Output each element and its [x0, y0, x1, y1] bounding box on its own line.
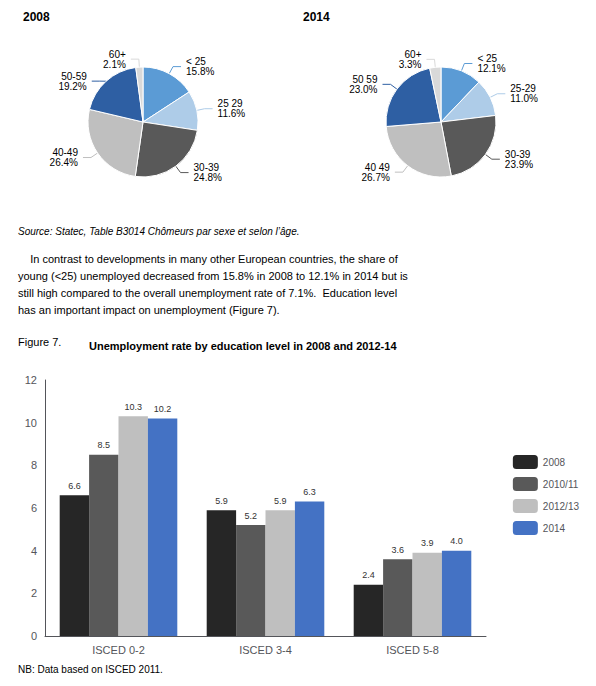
svg-text:60+: 60+ — [404, 48, 422, 60]
svg-text:40 49: 40 49 — [364, 161, 390, 173]
svg-text:5.9: 5.9 — [274, 496, 287, 506]
svg-text:50 59: 50 59 — [352, 73, 378, 85]
svg-text:12: 12 — [25, 374, 37, 386]
svg-text:24.8%: 24.8% — [194, 172, 222, 183]
svg-text:5.2: 5.2 — [245, 511, 258, 521]
svg-text:25-29: 25-29 — [510, 83, 536, 95]
svg-text:6.3: 6.3 — [303, 487, 316, 497]
svg-text:2.4: 2.4 — [362, 570, 375, 580]
svg-text:3.9: 3.9 — [421, 538, 434, 548]
svg-text:10.3: 10.3 — [124, 402, 142, 412]
svg-text:In contrast to developments in: In contrast to developments in many othe… — [18, 253, 399, 265]
svg-text:50-59: 50-59 — [61, 70, 87, 82]
svg-text:ISCED 3-4: ISCED 3-4 — [239, 644, 292, 656]
svg-text:2: 2 — [31, 587, 37, 599]
svg-text:8: 8 — [31, 459, 37, 471]
svg-text:Source: Statec, Table B3014 Ch: Source: Statec, Table B3014 Chômeurs par… — [18, 226, 299, 237]
svg-text:23.0%: 23.0% — [349, 84, 377, 95]
svg-text:Figure 7.: Figure 7. — [18, 336, 61, 348]
svg-text:2008: 2008 — [23, 10, 50, 24]
svg-text:11.6%: 11.6% — [218, 108, 246, 119]
svg-text:5.9: 5.9 — [215, 496, 228, 506]
svg-text:has an important impact on une: has an important impact on unemployment … — [18, 304, 280, 316]
svg-text:3.6: 3.6 — [392, 545, 405, 555]
svg-text:25 29: 25 29 — [217, 98, 243, 110]
svg-text:2008: 2008 — [543, 457, 566, 468]
svg-text:30-39: 30-39 — [193, 162, 220, 174]
svg-text:19.2%: 19.2% — [58, 81, 86, 92]
svg-text:2014: 2014 — [303, 10, 330, 24]
svg-text:2012/13: 2012/13 — [543, 501, 580, 512]
svg-text:60+: 60+ — [108, 48, 126, 60]
svg-text:Unemployment rate by education: Unemployment rate by education level in … — [89, 340, 397, 352]
svg-text:NB: Data based on ISCED 2011.: NB: Data based on ISCED 2011. — [18, 664, 163, 675]
svg-text:10.2: 10.2 — [154, 404, 172, 414]
svg-text:30-39: 30-39 — [504, 148, 531, 160]
svg-text:26.7%: 26.7% — [361, 172, 389, 183]
svg-text:2.1%: 2.1% — [103, 59, 126, 70]
svg-text:2014: 2014 — [543, 523, 566, 534]
svg-text:< 25: < 25 — [477, 53, 498, 64]
svg-text:10: 10 — [25, 417, 37, 429]
svg-text:ISCED 0-2: ISCED 0-2 — [92, 644, 145, 656]
svg-text:8.5: 8.5 — [98, 440, 111, 450]
svg-text:4.0: 4.0 — [450, 536, 463, 546]
svg-text:11.0%: 11.0% — [510, 93, 538, 104]
svg-text:ISCED 5-8: ISCED 5-8 — [386, 644, 439, 656]
svg-text:0: 0 — [31, 630, 37, 642]
svg-text:6: 6 — [31, 502, 37, 514]
svg-text:< 25: < 25 — [186, 56, 206, 68]
svg-text:12.1%: 12.1% — [477, 63, 505, 74]
svg-text:23.9%: 23.9% — [505, 159, 533, 170]
svg-text:young (<25) unemployed decreas: young (<25) unemployed decreased from 15… — [18, 270, 408, 282]
svg-text:40-49: 40-49 — [52, 147, 78, 158]
svg-text:15.8%: 15.8% — [186, 66, 214, 77]
svg-text:still high compared to the ove: still high compared to the overall unemp… — [18, 287, 397, 299]
svg-text:3.3%: 3.3% — [399, 59, 422, 70]
svg-text:6.6: 6.6 — [68, 481, 81, 491]
svg-text:2010/11: 2010/11 — [543, 479, 579, 490]
svg-text:26.4%: 26.4% — [50, 157, 78, 168]
svg-text:4: 4 — [31, 545, 37, 557]
